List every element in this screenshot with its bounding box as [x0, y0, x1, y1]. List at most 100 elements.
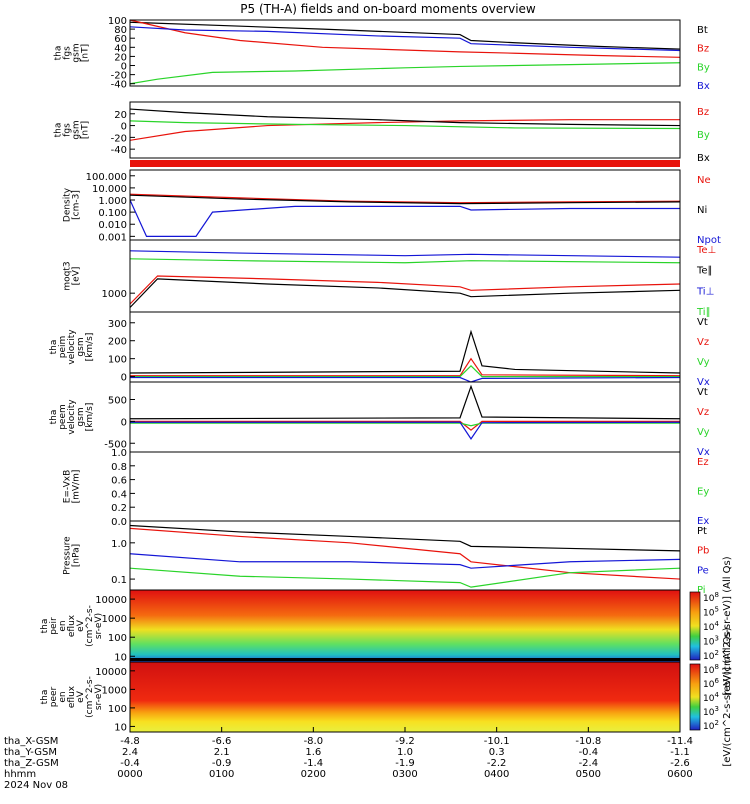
y-axis-label: velocity [67, 399, 77, 435]
y-axis-label: peim [58, 336, 68, 359]
colorbar [689, 663, 701, 731]
y-axis-label: E=-VxB [63, 470, 73, 504]
y-tick-label: 10 [114, 722, 127, 733]
colorbar-tick-label: 102 [703, 719, 719, 732]
x-tick-label: 0500 [576, 769, 601, 780]
y-tick-label: -500 [104, 439, 127, 450]
series-line-Ne [129, 193, 681, 204]
panel-frame [129, 520, 681, 591]
series-line-Ti⊥ [129, 250, 681, 258]
y-axis-label: peem [58, 404, 68, 430]
legend-label-Ti⊥: Ti⊥ [696, 286, 714, 297]
x-tick-label: 2.4 [122, 747, 138, 758]
y-tick-label: -40 [111, 145, 127, 156]
y-tick-label: -40 [111, 80, 127, 91]
y-tick-label: 60 [114, 34, 127, 45]
colorbar-label: [eV/(cm^2-s-sr-eV)] (All Qs) [722, 627, 733, 766]
series-line-Vy [130, 365, 680, 378]
y-tick-label: -20 [111, 133, 127, 144]
series-line-Bz [129, 119, 680, 141]
legend-label-Pb: Pb [697, 546, 709, 557]
legend-label-Te∥: Te∥ [696, 266, 713, 277]
y-axis-label: fgs [63, 123, 73, 137]
panel-frame [129, 381, 681, 453]
legend-label-Ez: Ez [697, 457, 709, 468]
series-line-Vt [129, 329, 681, 374]
y-axis-label: en [58, 691, 68, 702]
legend-label-Te⊥: Te⊥ [696, 245, 716, 256]
series-line-Vx [130, 376, 681, 383]
x-tick-label: -1.1 [670, 747, 690, 758]
x-tick-label: 0.3 [489, 747, 505, 758]
x-tick-label: -0.4 [120, 758, 140, 769]
panel-separator-bar [130, 160, 680, 167]
y-axis-label: eV [76, 690, 86, 703]
x-tick-label: -10.1 [484, 736, 510, 747]
y-axis-label: gsm [76, 337, 86, 356]
x-axis-row-label: tha_Z-GSM [4, 758, 59, 769]
y-axis-label: peer [49, 686, 59, 707]
colorbar-tick-label: 102 [703, 649, 719, 662]
y-tick-label: 200 [108, 337, 127, 348]
series-line-Vx [130, 421, 681, 440]
x-tick-label: -1.9 [395, 758, 415, 769]
y-tick-label: 1000 [102, 289, 127, 300]
x-tick-label: -2.2 [487, 758, 507, 769]
x-tick-label: 2.1 [214, 747, 230, 758]
legend-label-Vz: Vz [697, 337, 709, 348]
y-tick-label: 0 [121, 417, 127, 428]
series-line-Vz [130, 357, 681, 377]
panel-5: Vt Vz Vy Vx 300 200 100 0 tha peim velocity gsm [km/… [49, 311, 710, 388]
y-tick-label: 0.8 [111, 462, 127, 473]
x-tick-label: -8.0 [304, 736, 324, 747]
y-tick-label: 0.2 [111, 503, 127, 514]
x-tick-label: -9.2 [395, 736, 415, 747]
y-tick-label: 300 [108, 319, 127, 330]
y-axis-label: tha [49, 340, 59, 355]
series-line-Bt [129, 21, 681, 50]
x-tick-label: 0000 [117, 769, 142, 780]
y-axis-label: tha [54, 46, 64, 61]
y-axis-label: [nT] [81, 44, 91, 62]
x-tick-label: -0.9 [212, 758, 232, 769]
x-tick-label: 0300 [392, 769, 417, 780]
series-line-By [129, 120, 681, 130]
legend-label-Vx: Vx [697, 377, 710, 388]
y-tick-label: 10000 [95, 595, 127, 606]
y-axis-label: sr-eV) [94, 613, 104, 639]
colorbar-label: [eV/(cm^2-s-sr-eV)] (All Qs) [722, 556, 733, 695]
plot-title: P5 (TH-A) fields and on-board moments ov… [240, 2, 536, 16]
legend-label-Pt: Pt [697, 526, 707, 537]
legend-label-Bx: Bx [697, 81, 710, 92]
y-axis-label: (cm^2-s- [85, 605, 95, 647]
legend-label-By: By [697, 130, 710, 141]
x-tick-label: 1.0 [397, 747, 413, 758]
x-tick-label: 0100 [209, 769, 234, 780]
y-axis-label: tha [49, 410, 59, 425]
legend-label-Ti∥: Ti∥ [696, 307, 711, 318]
y-tick-label: 0.1 [111, 575, 127, 586]
y-tick-label: 500 [108, 396, 127, 407]
y-axis-label: [km/s] [85, 403, 95, 432]
y-axis-label: [mV/m] [72, 470, 82, 504]
y-axis-label: peir [49, 617, 59, 635]
y-tick-label: 0.001 [98, 232, 127, 243]
series-line-Vy [130, 422, 680, 427]
y-axis-label: eflux [67, 614, 77, 637]
series-line-By [129, 62, 681, 85]
y-axis-label: moqt3 [63, 261, 73, 290]
panel-2: Bz By Bx 200-20-40 tha fgs gsm [nT] [54, 101, 710, 164]
x-tick-label: -4.8 [120, 736, 140, 747]
series-line-Te⊥ [129, 275, 681, 305]
series-line-Bx [129, 26, 681, 52]
y-tick-label: 80 [114, 25, 127, 36]
legend-label-Vy: Vy [697, 357, 710, 368]
series-line-Bx [129, 108, 681, 127]
legend-label-Ne: Ne [697, 175, 711, 186]
y-axis-label: velocity [67, 329, 77, 365]
y-axis-label: Density [63, 187, 73, 222]
